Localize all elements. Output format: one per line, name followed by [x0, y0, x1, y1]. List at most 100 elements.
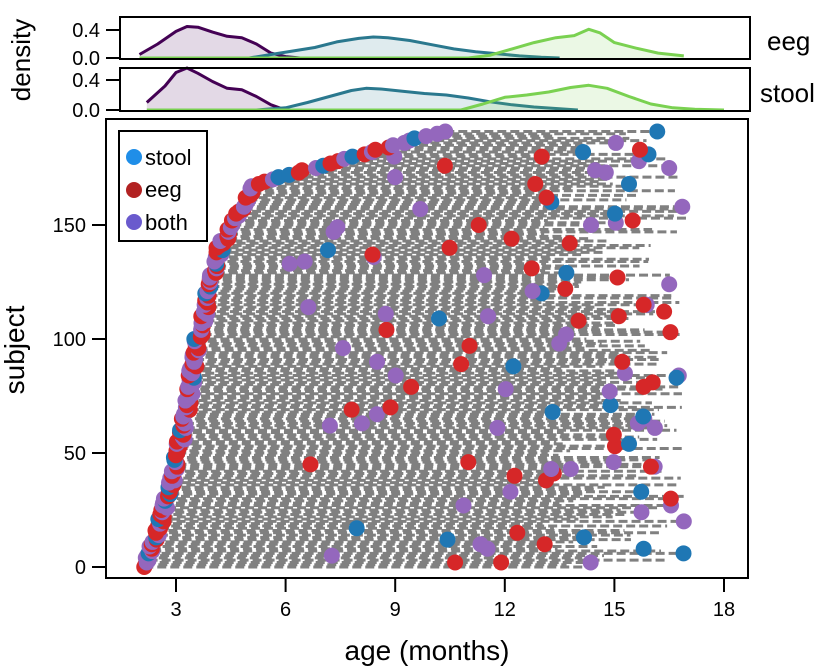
density-eeg-visit-3-fill: [139, 29, 684, 58]
point-eeg: [533, 148, 550, 165]
point-eeg: [614, 353, 631, 370]
density-eeg-frame: [119, 16, 751, 60]
x-tick-label: 15: [603, 599, 625, 621]
point-both: [387, 367, 404, 384]
point-eeg: [557, 280, 574, 297]
point-eeg: [460, 454, 477, 471]
y-tick-label: 150: [53, 215, 86, 237]
point-both: [646, 419, 663, 436]
point-stool: [348, 520, 365, 537]
x-tick-label: 12: [494, 599, 516, 621]
point-both: [582, 554, 599, 571]
point-stool: [621, 175, 638, 192]
point-eeg: [635, 378, 652, 395]
point-eeg: [343, 401, 360, 418]
legend-marker-stool: [126, 149, 142, 165]
point-eeg: [635, 296, 652, 313]
point-stool: [319, 242, 336, 259]
point-eeg: [441, 239, 458, 256]
point-both: [300, 299, 317, 316]
density-stool-visit-2-fill: [256, 88, 578, 110]
timeline-lines: [144, 130, 688, 569]
point-both: [558, 326, 575, 343]
scatter-frame: [105, 118, 749, 579]
ytick-label-eeg-04: 0.4: [72, 20, 100, 42]
point-eeg: [538, 189, 555, 206]
x-axis-label: age (months): [345, 635, 510, 666]
point-both: [674, 198, 691, 215]
point-eeg: [662, 324, 679, 341]
point-both: [497, 381, 514, 398]
point-both: [296, 253, 313, 270]
point-eeg: [302, 456, 319, 473]
density-stool-visit-3-line: [146, 83, 725, 112]
point-stool: [635, 408, 652, 425]
point-eeg: [493, 554, 510, 571]
point-stool: [431, 310, 448, 327]
point-eeg: [470, 217, 487, 233]
point-eeg: [447, 554, 464, 571]
point-both: [583, 217, 600, 233]
point-both: [281, 255, 298, 272]
point-stool: [606, 205, 623, 222]
point-both: [480, 308, 497, 325]
point-both: [412, 201, 429, 218]
point-stool: [649, 123, 666, 140]
point-eeg: [506, 467, 523, 484]
density-axis-label: density: [6, 19, 36, 101]
ytick-label-eeg-00: 0.0: [72, 48, 100, 70]
density-eeg-visit-3-line: [139, 27, 684, 60]
density-eeg-visit-2-line: [248, 35, 560, 60]
point-both: [661, 276, 678, 293]
point-eeg: [367, 141, 384, 158]
point-both: [455, 497, 472, 514]
point-eeg: [605, 426, 622, 443]
point-both: [661, 160, 678, 176]
point-eeg: [656, 303, 673, 320]
point-stool: [621, 435, 638, 452]
density-stool-frame: [119, 67, 751, 112]
point-eeg: [624, 212, 641, 229]
point-eeg: [609, 269, 626, 286]
point-stool: [575, 529, 592, 546]
x-tick-label: 18: [713, 599, 735, 621]
point-stool: [675, 545, 692, 562]
sample-points: [136, 123, 692, 575]
density-stool-visit-1-line: [145, 66, 287, 112]
point-eeg: [461, 337, 478, 354]
legend-label-stool: stool: [145, 145, 191, 170]
facet-label-stool: stool: [760, 78, 815, 108]
point-both: [472, 536, 489, 553]
legend-marker-eeg: [126, 182, 142, 198]
point-both: [633, 504, 650, 521]
density-panel-eeg: 0.4 0.0 eeg: [72, 16, 810, 70]
point-eeg: [523, 260, 540, 277]
scatter-panel: 3 6 9 12 15 18 0 50 100 150 age (months) subject…: [0, 118, 749, 666]
x-tick-label: 6: [280, 599, 291, 621]
density-stool-visit-1-fill: [146, 68, 286, 110]
facet-label-eeg: eeg: [767, 26, 810, 56]
point-eeg: [503, 230, 520, 247]
density-eeg-visit-1-fill: [139, 26, 301, 58]
legend-marker-both: [126, 214, 142, 230]
legend-label-eeg: eeg: [145, 177, 182, 202]
density-panel-stool: 0.4 0.0 stool: [72, 66, 815, 122]
point-both: [321, 417, 338, 434]
legend-label-both: both: [145, 210, 188, 235]
point-both: [369, 353, 386, 370]
point-eeg: [403, 378, 420, 395]
point-both: [437, 123, 454, 140]
point-both: [502, 483, 519, 500]
point-stool: [544, 403, 561, 420]
density-stool-visit-3-fill: [146, 85, 725, 110]
density-stool-visit-2-line: [256, 86, 579, 112]
point-stool: [633, 483, 650, 500]
point-both: [587, 162, 604, 179]
point-eeg: [561, 235, 578, 252]
point-both: [675, 513, 692, 530]
point-eeg: [453, 356, 470, 373]
point-both: [605, 454, 622, 471]
point-both: [562, 460, 579, 477]
point-both: [607, 134, 624, 151]
point-both: [601, 383, 618, 400]
